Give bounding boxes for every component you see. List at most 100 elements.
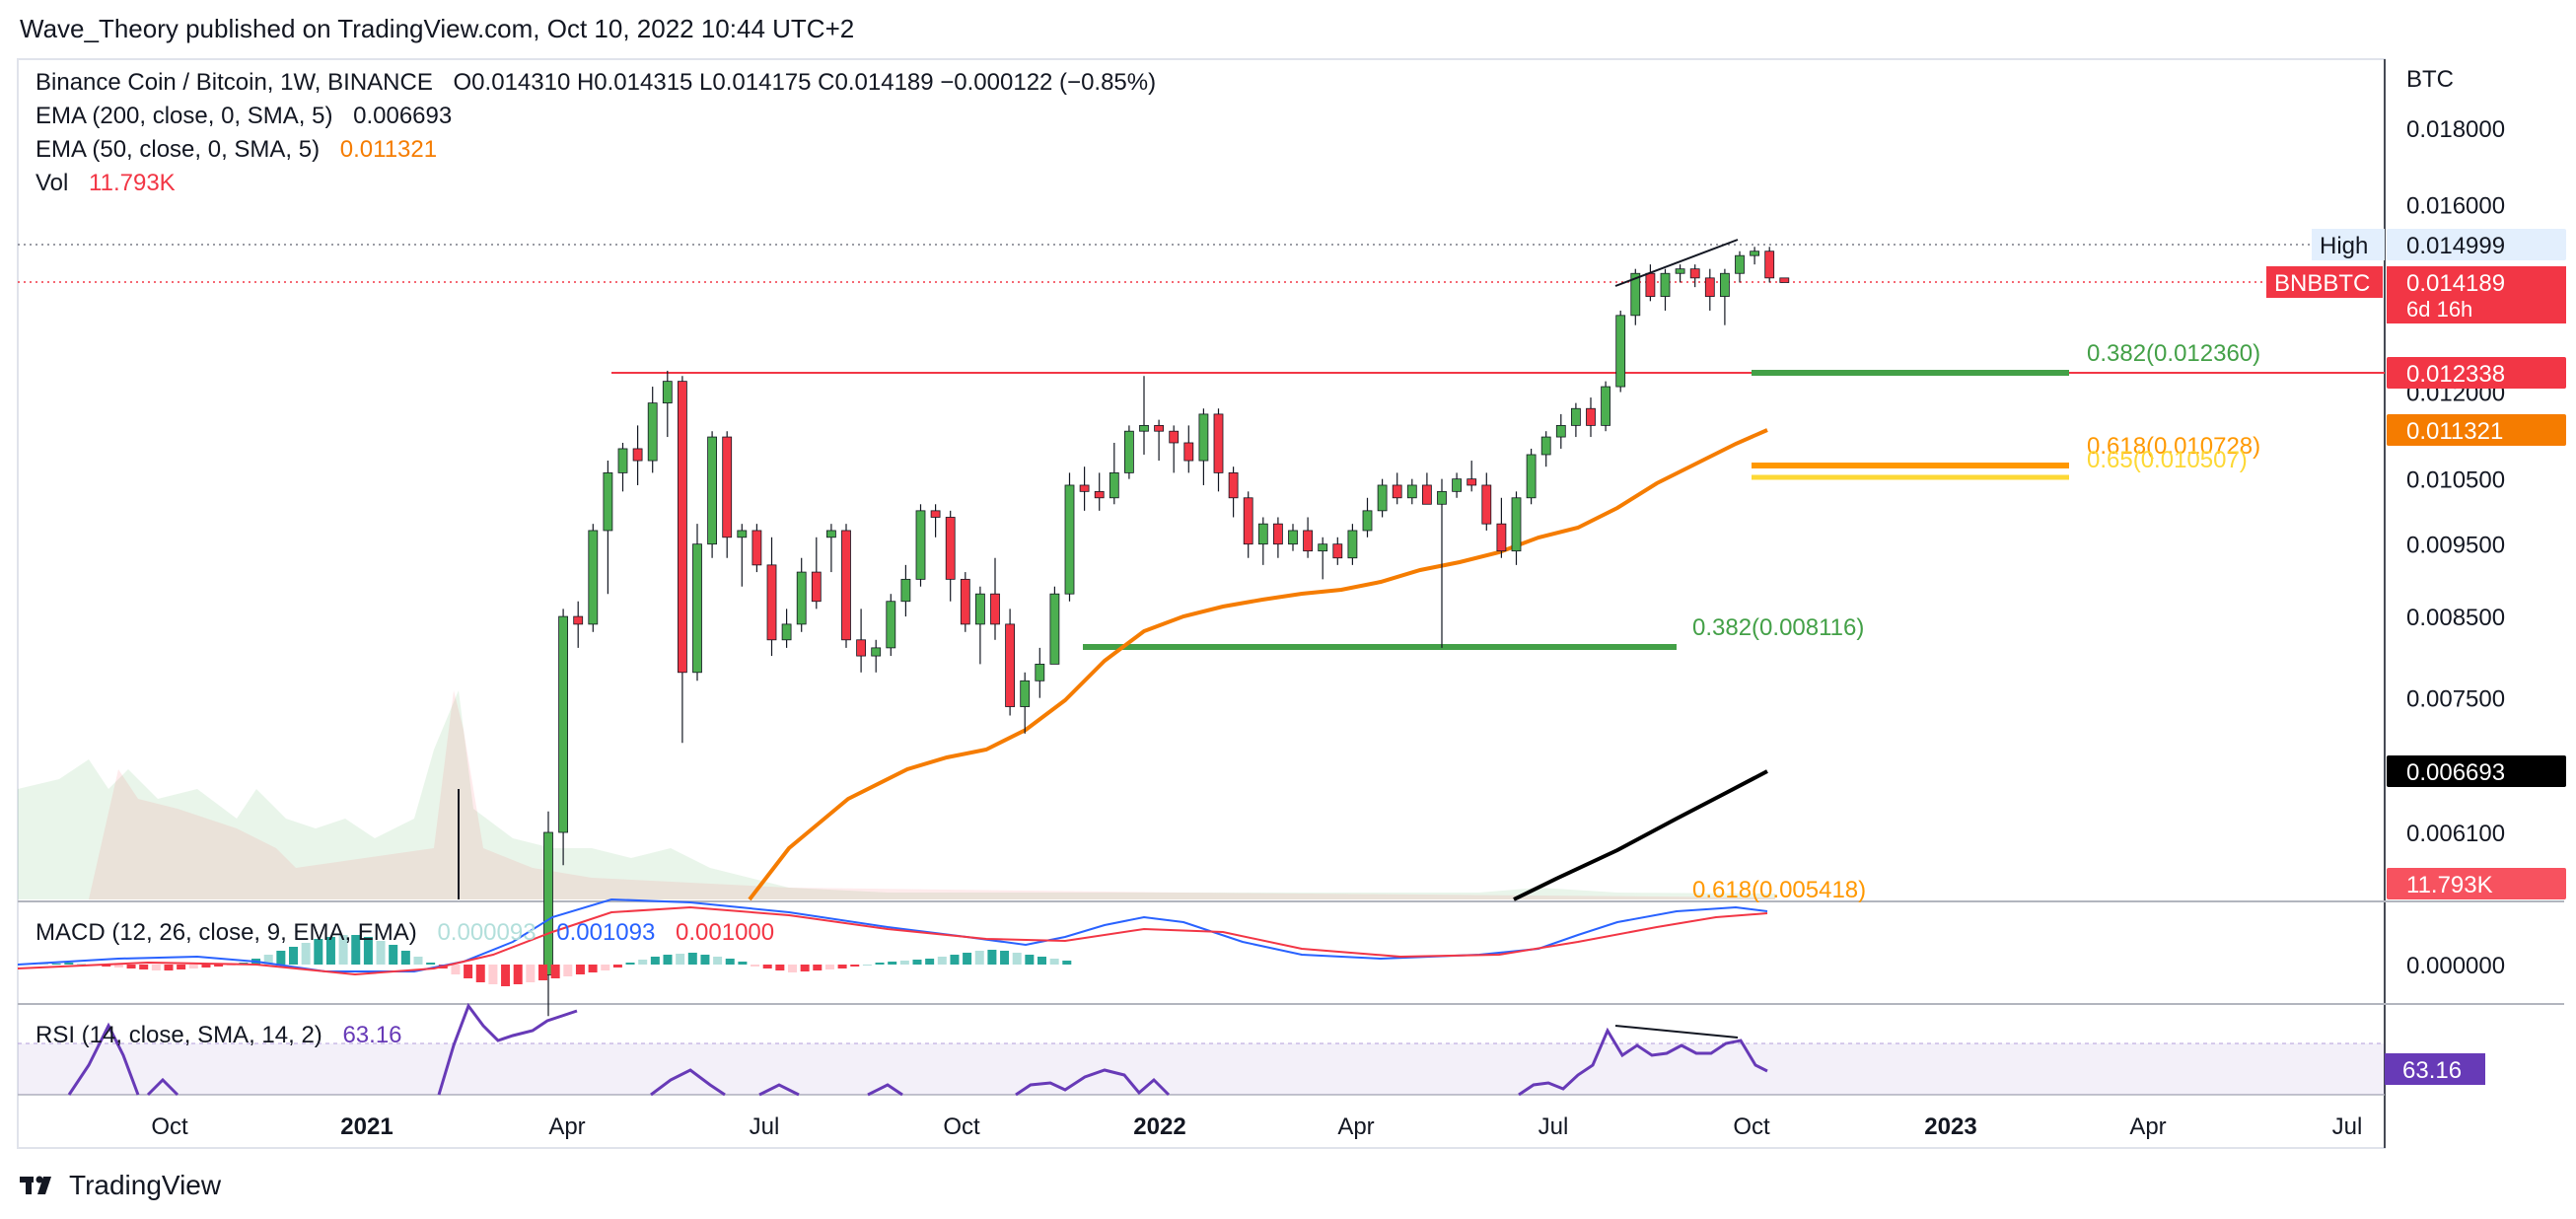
- chart-frame: [17, 58, 2386, 1149]
- candle-body: [1764, 251, 1775, 279]
- candle-body: [1362, 510, 1373, 532]
- price-tick-label: 0.016000: [2406, 193, 2505, 220]
- candle-body: [990, 593, 1000, 625]
- macd-histogram-bar: [376, 941, 386, 965]
- macd-histogram-bar: [1062, 961, 1072, 965]
- candle-body: [722, 436, 733, 538]
- candle-body: [632, 448, 643, 462]
- macd-histogram-bar: [276, 951, 286, 965]
- candle-body: [1020, 680, 1031, 707]
- legend-vol-label: Vol: [36, 170, 69, 196]
- macd-histogram-bar: [538, 965, 547, 980]
- candle-body: [1555, 424, 1566, 438]
- ema200-price-label-bg: [2387, 755, 2566, 787]
- time-tick-label: Apr: [2129, 1113, 2166, 1140]
- symbol-tag-bg: [2266, 266, 2383, 298]
- candle-body: [1243, 497, 1253, 545]
- time-tick-label: 2023: [1924, 1113, 1976, 1140]
- legend-rsi-label: RSI (14, close, SMA, 14, 2): [36, 1022, 322, 1048]
- candle-body: [543, 831, 553, 975]
- candle-body: [1169, 430, 1180, 444]
- candle-body: [603, 471, 613, 532]
- macd-histogram-bar: [126, 965, 136, 968]
- price-tick-label: 0.018000: [2406, 116, 2505, 143]
- candle-body: [1198, 413, 1209, 462]
- legend-ema50-value: 0.011321: [339, 136, 438, 163]
- price-tick-label: 0.006100: [2406, 821, 2505, 847]
- candle-body: [692, 543, 702, 674]
- macd-histogram-bar: [113, 965, 123, 968]
- time-tick-label: Jul: [1538, 1113, 1569, 1140]
- macd-histogram-bar: [102, 965, 111, 967]
- macd-histogram-bar: [1038, 957, 1046, 965]
- candle-body: [1064, 484, 1075, 595]
- candle-body: [1660, 272, 1671, 297]
- candle-body: [841, 530, 851, 641]
- candle-body: [1467, 478, 1477, 486]
- macd-histogram-bar: [601, 965, 610, 970]
- candle-body: [1154, 424, 1164, 432]
- candle-body: [1079, 484, 1090, 492]
- macd-histogram-bar: [950, 955, 960, 965]
- legend-rsi-row: RSI (14, close, SMA, 14, 2) 63.16: [36, 1022, 402, 1049]
- candle-body: [826, 530, 836, 538]
- candle-body: [1377, 484, 1388, 512]
- macd-histogram-bar: [413, 957, 423, 965]
- rsi-band: [18, 1043, 2385, 1095]
- candle-body: [1183, 442, 1194, 462]
- macd-histogram-bar: [687, 953, 697, 965]
- macd-histogram-bar: [862, 965, 872, 966]
- candle-body: [1347, 530, 1358, 559]
- candle-body: [1452, 478, 1462, 492]
- volume-value-label-bg: [2387, 868, 2566, 899]
- candle-body: [751, 530, 762, 566]
- candle-body: [1392, 484, 1402, 499]
- macd-histogram-bar: [164, 965, 174, 970]
- macd-histogram-bar: [974, 951, 984, 965]
- candle-body: [662, 381, 673, 404]
- macd-histogram-bar: [775, 965, 785, 970]
- candle-body: [1645, 272, 1656, 297]
- macd-histogram-bar: [700, 955, 710, 965]
- macd-histogram-bar: [850, 965, 860, 967]
- macd-histogram-bar: [725, 959, 735, 965]
- ema200-line: [1513, 769, 1768, 901]
- macd-histogram-bar: [912, 960, 922, 965]
- macd-histogram-bar: [837, 965, 847, 968]
- rsi-value-label: 63.16: [2402, 1057, 2462, 1084]
- macd-histogram-bar: [177, 965, 186, 969]
- price-tick-label: 0.010500: [2406, 467, 2505, 494]
- candle-body: [1228, 471, 1239, 499]
- tradingview-logo-icon: [20, 1176, 51, 1194]
- fib-label: 0.382(0.012360): [2087, 340, 2260, 367]
- candle-body: [915, 510, 926, 580]
- candle-body: [1109, 471, 1119, 499]
- macd-signal-line: [17, 905, 1768, 976]
- volume-value-label: 11.793K: [2406, 872, 2493, 898]
- candle-body: [1704, 277, 1715, 297]
- macd-axis-tick: 0.000000: [2406, 953, 2505, 979]
- candle-body: [588, 530, 599, 625]
- macd-histogram-bar: [363, 937, 373, 965]
- candle-body: [1035, 663, 1045, 681]
- candle-body: [871, 647, 882, 657]
- macd-histogram-bar: [400, 951, 410, 965]
- legend-macd-line: 0.001093: [556, 919, 656, 946]
- candle-body: [945, 517, 956, 580]
- high-tag: High: [2320, 233, 2368, 259]
- candle-body: [1332, 543, 1343, 559]
- last-price-label-bg: [2387, 266, 2566, 323]
- symbol-tag: BNBBTC: [2274, 270, 2370, 297]
- candle-body: [960, 578, 970, 625]
- macd-histogram-bar: [1012, 953, 1022, 965]
- candle-body: [1571, 407, 1581, 426]
- macd-histogram-bar: [663, 955, 673, 965]
- legend-vol-value: 11.793K: [89, 170, 176, 196]
- candle-body: [1094, 490, 1105, 499]
- candle-body: [975, 593, 985, 625]
- candle-body: [617, 448, 628, 473]
- candle-body: [900, 578, 911, 603]
- candle-body: [1615, 315, 1626, 388]
- footer-brand[interactable]: TradingView: [20, 1170, 221, 1201]
